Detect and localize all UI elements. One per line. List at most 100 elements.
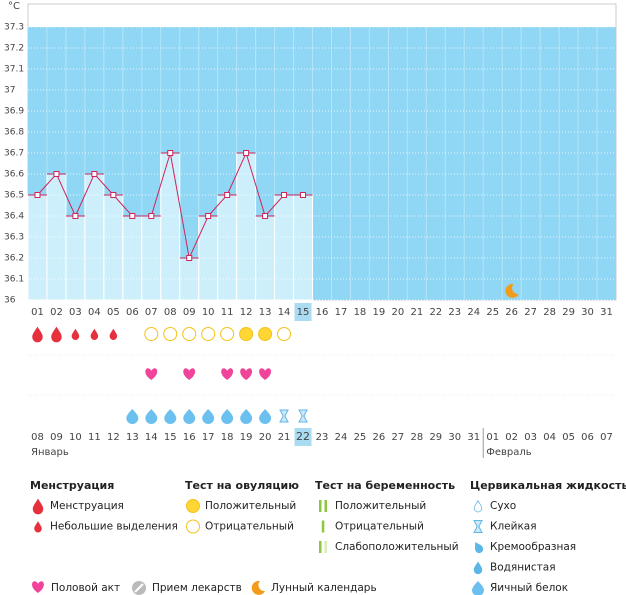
icon-drop-heavy	[51, 326, 62, 343]
y-tick-label: 36.5	[4, 191, 24, 201]
icon-drop-heavy	[32, 326, 43, 343]
y-tick-label: 37.1	[4, 65, 24, 75]
heart	[145, 368, 158, 380]
legend-item: Сухо	[490, 500, 516, 512]
y-axis-label: °C	[8, 1, 20, 12]
temperature-point	[72, 213, 79, 219]
date-label: 21	[278, 432, 291, 443]
y-tick-label: 36.2	[4, 254, 24, 264]
icon-drop-light	[71, 328, 80, 340]
drop	[90, 328, 99, 340]
legend-item: Половой акт	[51, 582, 120, 594]
temperature-point	[129, 213, 136, 219]
drop	[164, 409, 177, 424]
date-label: 02	[505, 432, 518, 443]
temperature-point	[243, 150, 250, 156]
drop	[109, 328, 118, 340]
legend-title: Тест на овуляцию	[185, 479, 299, 492]
temperature-point	[281, 192, 288, 198]
x-tick-label: 05	[107, 307, 120, 318]
icon-test-faint	[319, 541, 327, 553]
icon-heart	[221, 368, 234, 380]
date-label: 17	[202, 432, 215, 443]
temperature-point	[262, 213, 269, 219]
icon-ovu-negative	[163, 327, 178, 341]
legend-item: Менструация	[50, 500, 124, 512]
icon-heart	[183, 368, 196, 380]
legend-item: Положительный	[335, 500, 426, 512]
moon	[251, 580, 265, 595]
date-label: 26	[373, 432, 386, 443]
hourglass	[473, 520, 483, 533]
x-tick-label: 17	[335, 307, 348, 318]
temperature-point	[34, 192, 41, 198]
x-tick-label: 02	[50, 307, 63, 318]
date-label: 30	[448, 432, 461, 443]
icon-egg-white	[145, 409, 158, 424]
x-tick-label: 15	[297, 307, 310, 318]
y-tick-label: 37	[4, 86, 15, 96]
drop	[32, 326, 43, 343]
x-tick-label: 30	[581, 307, 594, 318]
icon-heart	[145, 368, 158, 380]
circle	[201, 327, 216, 341]
hourglass	[279, 409, 289, 423]
icon-test-positive	[319, 500, 327, 512]
icon-egg-white	[164, 409, 177, 424]
temperature-point	[224, 192, 231, 198]
drop	[259, 409, 272, 424]
today-box	[294, 428, 312, 446]
date-label: 22	[296, 430, 310, 443]
drop	[183, 409, 196, 424]
date-label: 13	[126, 432, 139, 443]
date-label: 20	[259, 432, 272, 443]
legend-title: Цервикальная жидкость	[470, 479, 626, 492]
circle	[186, 499, 200, 513]
x-tick-label: 06	[126, 307, 139, 318]
circle	[163, 327, 178, 341]
y-tick-label: 37.3	[4, 23, 24, 33]
icon-drop-light	[109, 328, 118, 340]
x-tick-label: 25	[486, 307, 499, 318]
legend-item: Прием лекарств	[152, 582, 242, 594]
circle	[277, 327, 292, 341]
icon-ovu-negative	[186, 519, 200, 534]
icon-ovu-negative	[182, 327, 197, 341]
icon-sticky	[473, 520, 483, 533]
legend-item: Отрицательный	[335, 521, 424, 533]
x-tick-label: 07	[145, 307, 158, 318]
temperature-bar	[217, 194, 238, 301]
y-tick-label: 37.2	[4, 44, 24, 54]
date-label: 19	[240, 432, 253, 443]
icon-egg-white	[126, 409, 139, 424]
x-tick-label: 11	[221, 307, 234, 318]
highlight-box	[294, 303, 312, 321]
legend-item: Кремообразная	[490, 541, 576, 553]
icon-watery	[473, 561, 483, 575]
x-tick-label: 19	[373, 307, 386, 318]
x-tick-label: 01	[31, 307, 44, 318]
date-label: 24	[335, 432, 348, 443]
icon-egg-white	[472, 581, 484, 595]
drop	[126, 409, 139, 424]
date-label: 15	[164, 432, 177, 443]
date-label: 06	[581, 432, 594, 443]
drop	[71, 328, 80, 340]
icon-egg-white	[259, 409, 272, 424]
temperature-point	[186, 255, 193, 261]
drop	[145, 409, 158, 424]
date-label: 04	[543, 432, 556, 443]
x-tick-label: 24	[467, 307, 480, 318]
icon-moon	[505, 283, 519, 298]
temperature-bar	[122, 215, 143, 301]
y-tick-label: 36.4	[4, 212, 24, 222]
temperature-bar	[293, 194, 314, 301]
heart	[259, 368, 272, 380]
x-tick-label: 29	[562, 307, 575, 318]
date-label: 03	[524, 432, 537, 443]
bar	[324, 500, 327, 512]
icon-egg-white	[221, 409, 234, 424]
legend-item: Водянистая	[490, 562, 556, 574]
drop	[473, 561, 483, 575]
